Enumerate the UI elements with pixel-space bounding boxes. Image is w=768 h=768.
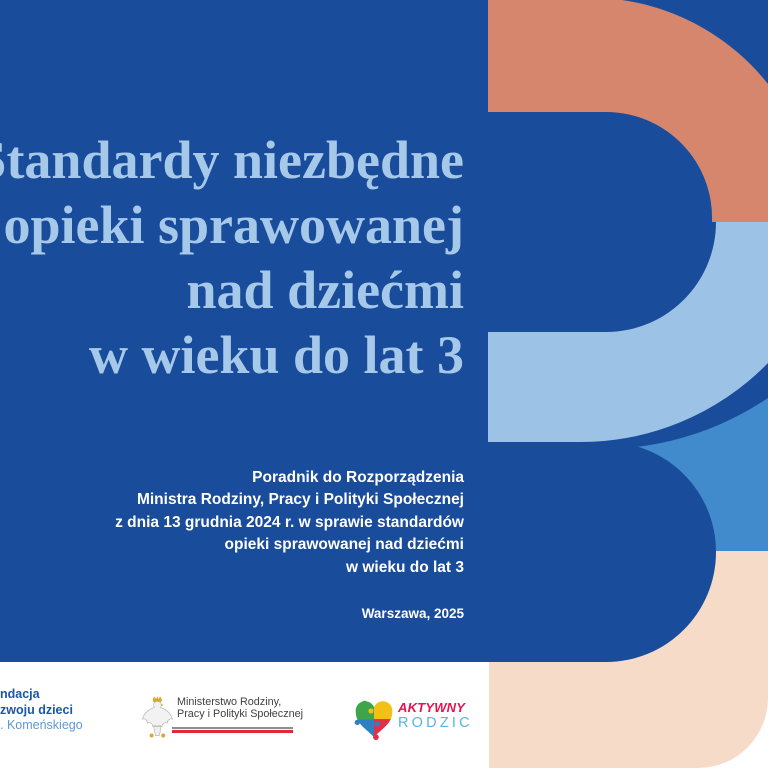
cover-subtitle-line: opieki sprawowanej nad dziećmi xyxy=(224,536,464,554)
ministry-logo-line: Ministerstwo Rodziny, xyxy=(177,696,282,708)
ministry-red-rule xyxy=(172,730,293,733)
ministry-logo-text: Ministerstwo Rodziny, Pracy i Polityki S… xyxy=(177,696,304,721)
polish-eagle-icon xyxy=(141,696,173,738)
cover-title-line: opieki sprawowanej xyxy=(3,195,464,255)
foundation-logo-line: . Komeńskiego xyxy=(0,718,83,733)
cover-subtitle-line: Ministra Rodziny, Pracy i Polityki Społe… xyxy=(136,491,464,509)
aktywny-logo-word: AKTYWNY xyxy=(398,700,466,715)
edition-line: Warszawa, 2025 xyxy=(361,606,464,621)
salmon-top-arc-shape xyxy=(488,0,768,222)
cover-title: Standardy niezbędne opieki sprawowanej n… xyxy=(0,128,464,388)
foundation-logo-line: zwoju dzieci xyxy=(0,702,73,717)
ministry-gray-rule xyxy=(172,727,293,729)
ministry-logo-line: Pracy i Polityki Społecznej xyxy=(177,707,304,720)
cover-title-line: w wieku do lat 3 xyxy=(88,325,464,385)
foundation-logo-line: ndacja xyxy=(0,687,40,701)
foundation-logo: ndacja zwoju dzieci . Komeńskiego xyxy=(0,687,83,734)
cover-subtitle: Poradnik do Rozporządzenia Ministra Rodz… xyxy=(115,467,464,579)
light-blue-middle-arc-shape xyxy=(488,222,768,443)
cover-title-line: nad dziećmi xyxy=(186,260,465,320)
dark-blue-pill-shape xyxy=(488,442,716,662)
rodzic-logo-word: RODZIC xyxy=(398,714,473,731)
cover-subtitle-line: Poradnik do Rozporządzenia xyxy=(252,469,464,486)
cover-subtitle-line: z dnia 13 grudnia 2024 r. w sprawie stan… xyxy=(115,513,464,531)
cover-title-line: Standardy niezbędne xyxy=(0,130,464,190)
footer-logo-bar: ndacja zwoju dzieci . Komeńskiego Minist… xyxy=(0,662,489,768)
heart-puzzle-icon xyxy=(354,700,393,741)
cover-subtitle-line: w wieku do lat 3 xyxy=(346,558,464,576)
